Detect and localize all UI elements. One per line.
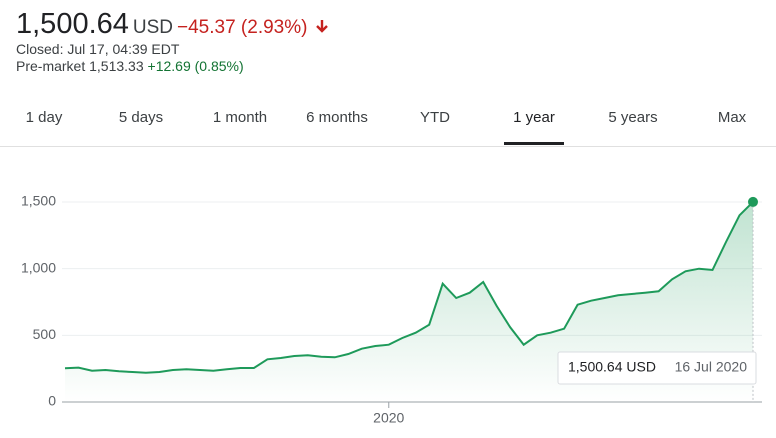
quote-header: 1,500.64 USD −45.37 (2.93%) Closed: Jul 17… — [16, 8, 328, 75]
y-tick-label: 500 — [33, 326, 57, 342]
tooltip-box — [557, 351, 757, 385]
currency: USD — [132, 17, 174, 38]
range-tab[interactable]: 5 days — [118, 109, 164, 126]
y-tick-label: 1,500 — [21, 193, 56, 209]
price: 1,500.64 — [16, 8, 129, 40]
closed: Closed: Jul 17, 04:39 EDT — [16, 41, 180, 57]
range-tab[interactable]: 1 year — [513, 109, 555, 126]
change: −45.37 (2.93%) — [177, 17, 308, 38]
premarket: Pre-market 1,513.33 — [16, 58, 144, 74]
range-tab[interactable]: YTD — [420, 109, 450, 126]
premarket-change: +12.69 (0.85%) — [147, 58, 244, 74]
price-row: 1,500.64 USD −45.37 (2.93%) — [16, 8, 328, 41]
selected-underline — [504, 142, 564, 145]
range-tab[interactable]: 6 months — [306, 109, 368, 126]
tooltip-date: 16 Jul 2020 — [675, 359, 748, 375]
range-tabs: 1 day 5 days 1 month 6 months YTD 1 year 5 yea… — [0, 100, 776, 147]
premarket-row: Pre-market 1,513.33 +12.69 (0.85%) — [16, 58, 326, 75]
price-line — [64, 201, 754, 374]
range-tab[interactable]: 5 years — [608, 109, 658, 126]
y-tick-label: 0 — [48, 393, 56, 409]
y-tick-label: 1,000 — [21, 259, 56, 275]
range-tab[interactable]: 1 day — [25, 109, 63, 126]
down-arrow — [316, 20, 328, 33]
range-tab[interactable]: 1 month — [212, 109, 268, 126]
tooltip-value: 1,500.64 USD — [568, 359, 656, 375]
x-tick-label: 2020 — [373, 410, 404, 426]
range-tab[interactable]: Max — [717, 109, 747, 126]
last-point — [748, 196, 758, 207]
